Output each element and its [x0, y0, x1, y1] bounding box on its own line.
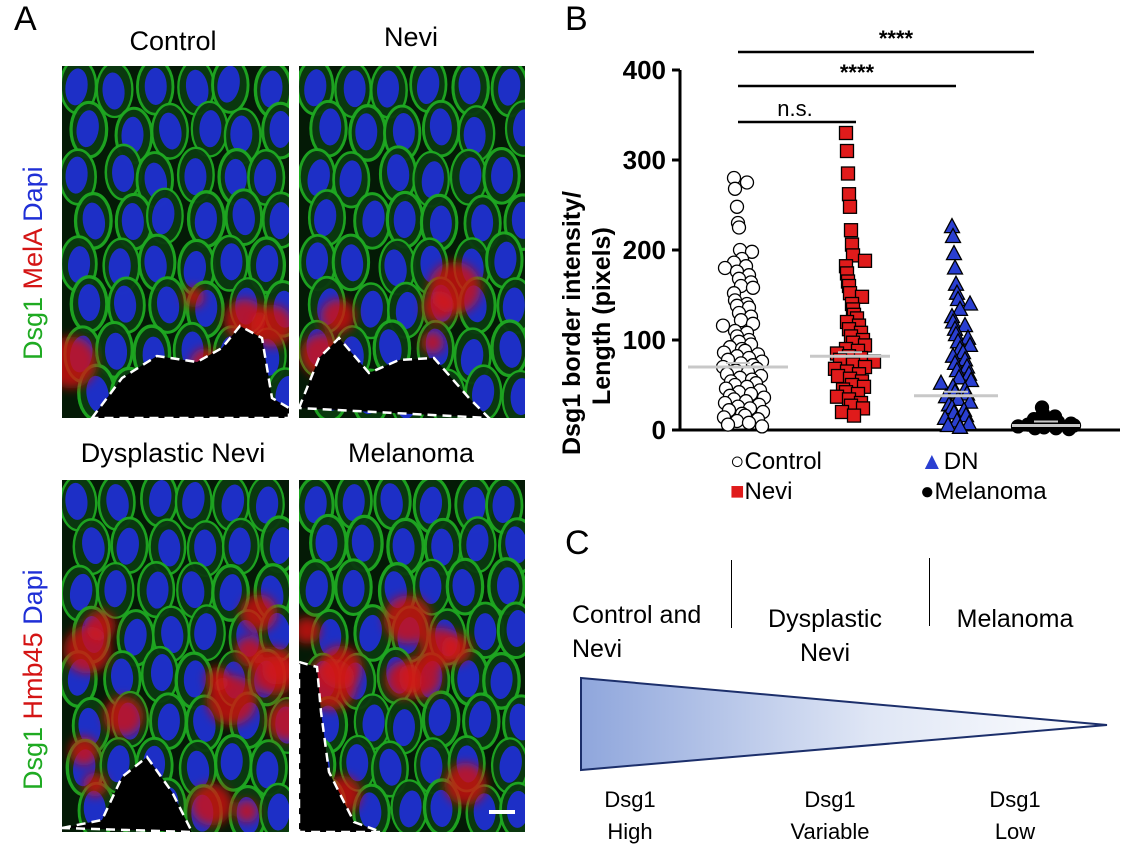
series-nevi — [810, 125, 890, 423]
stain-dapi: Dapi — [18, 569, 48, 625]
nevi-title: Nevi — [383, 22, 438, 52]
y-tick-label: 0 — [652, 415, 666, 445]
stain-mela: MelA — [18, 229, 48, 290]
data-point — [731, 220, 747, 235]
data-point — [739, 175, 755, 190]
series-melanoma — [1010, 400, 1082, 437]
stain-dapi: Dapi — [18, 166, 48, 222]
data-point — [754, 419, 770, 434]
data-point — [727, 181, 743, 196]
melanoma-title: Melanoma — [347, 438, 475, 468]
stain-hmb45: Hmb45 — [18, 632, 48, 720]
data-point — [857, 253, 873, 268]
data-point — [834, 404, 850, 420]
data-point — [945, 244, 963, 261]
dsg1-scatter-chart: 0 100 200 300 400 ******** n.s. Dsg1 border i… — [558, 30, 1120, 455]
data-point — [961, 392, 979, 409]
data-point — [1027, 421, 1043, 436]
dysplastic-nevi-title: Dysplastic Nevi — [80, 438, 266, 468]
data-point — [720, 417, 736, 432]
data-point — [946, 258, 964, 275]
legend-dn: ▲DN — [920, 448, 979, 475]
group-melanoma: Melanoma — [956, 605, 1074, 633]
data-point — [961, 294, 979, 311]
control-title: Control — [129, 26, 217, 56]
data-point — [830, 368, 846, 384]
open-circle-icon: ○ — [730, 448, 745, 475]
y-axis-label-line1: Dsg1 border intensity/ — [558, 191, 586, 455]
dsg1-gradient-wedge — [580, 676, 1108, 772]
data-point — [838, 125, 854, 141]
dsg1-variable-label: Dsg1 Variable — [790, 787, 870, 844]
data-point — [950, 368, 968, 385]
divider-line — [731, 560, 732, 628]
stain-dsg1: Dsg1 — [18, 296, 48, 360]
y-tick-label: 400 — [623, 55, 666, 85]
group-dysplastic-nevi: Dysplastic Nevi — [768, 605, 882, 667]
significance-label: n.s. — [777, 96, 812, 121]
data-point — [729, 199, 745, 214]
legend-melanoma: ●Melanoma — [920, 478, 1047, 505]
panel-c-letter: C — [565, 524, 590, 562]
data-point — [745, 280, 761, 295]
data-point — [843, 223, 859, 238]
data-point — [717, 260, 733, 276]
data-point — [1048, 421, 1064, 436]
data-point — [951, 417, 969, 434]
top-stain-label: Dsg1 MelA Dapi — [18, 166, 49, 360]
data-point — [841, 187, 857, 202]
panel-b-letter: B — [565, 0, 588, 38]
data-point — [829, 389, 845, 404]
data-point — [842, 199, 858, 214]
bottom-stain-label: Dsg1 Hmb45 Dapi — [18, 569, 49, 790]
data-point — [744, 244, 760, 259]
legend-nevi: ■Nevi — [730, 478, 793, 505]
data-point — [846, 408, 862, 423]
dysplastic-nevi-micrograph — [62, 480, 289, 832]
data-point — [951, 300, 969, 317]
group-control-nevi: Control and Nevi — [572, 601, 702, 663]
data-point — [932, 373, 950, 390]
data-point — [949, 390, 967, 407]
melanoma-micrograph — [299, 480, 525, 832]
red-square-icon: ■ — [730, 478, 745, 505]
dsg1-high-label: Dsg1 High — [604, 787, 656, 844]
stain-dsg1: Dsg1 — [18, 726, 48, 790]
data-point — [962, 371, 980, 388]
data-point — [741, 415, 757, 430]
nevi-micrograph — [299, 66, 525, 418]
series-control — [688, 170, 788, 434]
data-point — [840, 166, 856, 181]
significance-label: **** — [879, 30, 914, 51]
blue-triangle-icon: ▲ — [920, 448, 944, 475]
significance-label: **** — [840, 60, 875, 85]
data-point — [960, 414, 978, 431]
y-tick-label: 200 — [623, 235, 666, 265]
control-micrograph — [62, 66, 289, 418]
dsg1-low-label: Dsg1 Low — [989, 787, 1041, 844]
data-point — [961, 336, 979, 353]
series-dn — [914, 217, 998, 434]
black-circle-icon: ● — [920, 478, 935, 505]
data-point — [839, 143, 855, 159]
data-point — [939, 416, 957, 433]
data-point — [715, 318, 731, 333]
y-tick-label: 100 — [623, 325, 666, 355]
panel-a-letter: A — [14, 0, 37, 38]
y-tick-label: 300 — [623, 145, 666, 175]
data-point — [944, 227, 962, 244]
legend-control: ○Control — [730, 448, 822, 475]
data-point — [956, 316, 974, 333]
y-axis-label-line2: Length (pixels) — [588, 227, 616, 405]
divider-line — [929, 558, 930, 626]
